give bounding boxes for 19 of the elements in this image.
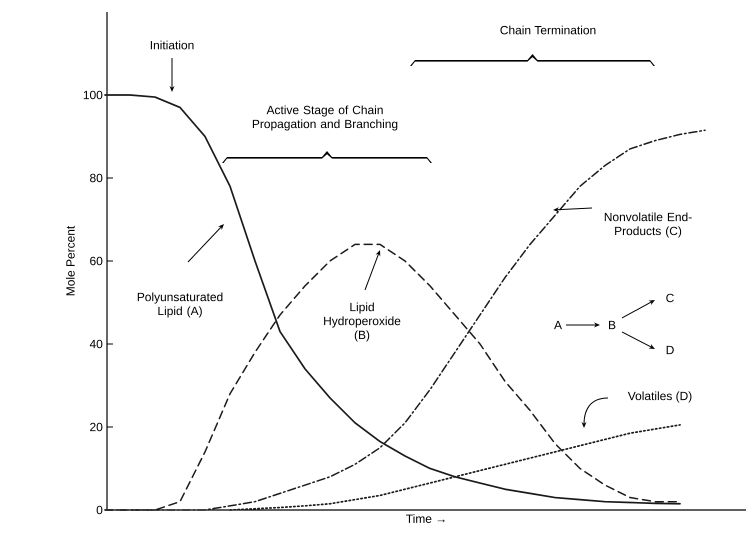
y-tick-label: 100 — [84, 90, 102, 100]
annotation: Nonvolatile End-Products (C) — [604, 212, 692, 238]
y-axis-title: Mole Percent — [66, 226, 75, 296]
x-axis-title: Time → — [406, 514, 445, 523]
y-tick-label: 20 — [90, 422, 102, 432]
annotation: Initiation — [150, 40, 194, 50]
annotation: Lipid Hydroperoxide (B) — [324, 302, 400, 342]
y-tick-label: 40 — [90, 340, 102, 348]
annotation: Polyunsaturated Lipid (A) — [138, 292, 222, 318]
annotation: B — [609, 320, 616, 330]
y-tick-label: 60 — [90, 256, 102, 266]
y-tick-label: 0 — [96, 506, 102, 514]
annotation: C — [666, 294, 674, 302]
annotation: Active Stage of Chain Propagation and Branching — [252, 105, 398, 131]
y-tick-label: 80 — [90, 174, 102, 182]
annotation: D — [666, 346, 674, 354]
annotation: Chain Termination — [500, 26, 596, 34]
annotation: A — [554, 320, 562, 330]
annotation: Volatiles (D) — [628, 391, 692, 403]
